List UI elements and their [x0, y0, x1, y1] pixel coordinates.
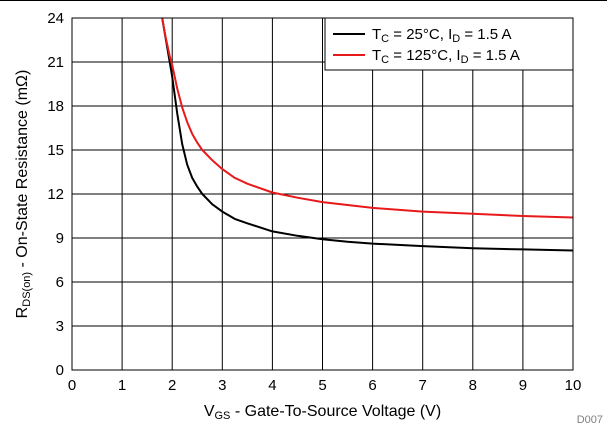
- legend-label-25c: TC = 25°C, ID = 1.5 A: [372, 26, 512, 45]
- y-tick-label: 15: [47, 142, 64, 159]
- x-tick-label: 1: [118, 377, 126, 394]
- figure-id: D007: [577, 414, 603, 426]
- x-tick-label: 3: [218, 377, 226, 394]
- x-tick-label: 7: [419, 377, 427, 394]
- y-tick-label: 0: [56, 362, 64, 379]
- x-tick-label: 9: [519, 377, 527, 394]
- y-tick-label: 3: [56, 318, 64, 335]
- top-rule: [0, 0, 607, 1]
- x-tick-label: 4: [268, 377, 276, 394]
- series-line-125c: [161, 18, 573, 219]
- x-tick-label: 2: [168, 377, 176, 394]
- series-line-25c: [161, 18, 573, 252]
- y-axis-label: RDS(on) - On-State Resistance (mΩ): [14, 70, 33, 319]
- x-tick-label: 5: [318, 377, 326, 394]
- y-tick-label: 6: [56, 274, 64, 291]
- x-tick-label: 10: [565, 377, 582, 394]
- x-tick-label: 0: [68, 377, 76, 394]
- legend: TC = 25°C, ID = 1.5 A TC = 125°C, ID = 1…: [324, 17, 574, 71]
- legend-box: [324, 17, 574, 71]
- y-tick-label: 9: [56, 230, 64, 247]
- series-layer: [161, 18, 573, 252]
- grid: [72, 18, 573, 370]
- y-tick-label: 12: [47, 186, 64, 203]
- y-tick-label: 24: [47, 10, 64, 27]
- x-axis-label: VGS - Gate-To-Source Voltage (V): [204, 403, 441, 422]
- y-tick-label: 21: [47, 54, 64, 71]
- plot-frame: [71, 17, 574, 371]
- legend-label-125c: TC = 125°C, ID = 1.5 A: [372, 47, 520, 66]
- x-tick-label: 6: [368, 377, 376, 394]
- y-tick-label: 18: [47, 98, 64, 115]
- x-tick-label: 8: [469, 377, 477, 394]
